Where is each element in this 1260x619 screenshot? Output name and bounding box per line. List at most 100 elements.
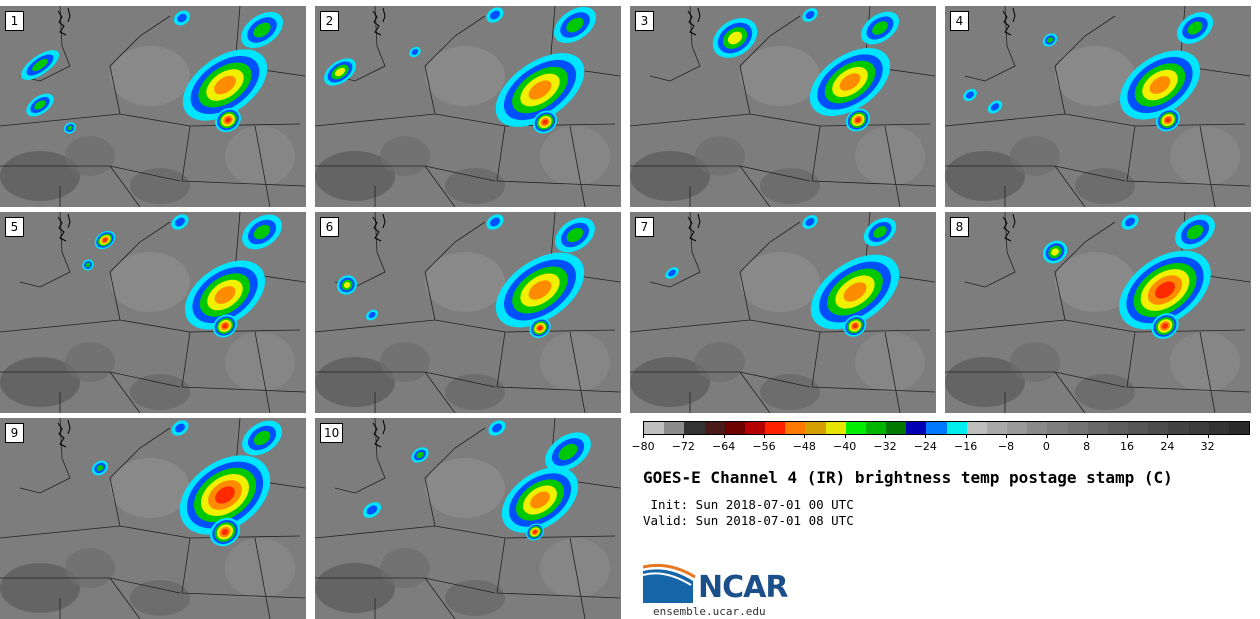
- figure-title: GOES-E Channel 4 (IR) brightness temp po…: [643, 468, 1173, 487]
- terrain-shade: [1170, 332, 1240, 392]
- ncar-logo-text: NCAR: [698, 570, 788, 605]
- panel-2: 2: [315, 6, 621, 207]
- terrain-shade: [425, 458, 505, 518]
- colorbar-segment: [704, 422, 725, 434]
- panel-label: 4: [950, 11, 969, 31]
- colorbar-segment: [1228, 422, 1250, 434]
- terrain-shade: [1010, 342, 1060, 382]
- colorbar-tick-label: −8: [997, 440, 1015, 453]
- colorbar-segment: [724, 422, 745, 434]
- panel-label: 5: [5, 217, 24, 237]
- panel-3: 3: [630, 6, 936, 207]
- colorbar-segment: [684, 422, 705, 434]
- storm-cloud: [94, 230, 116, 250]
- colorbar-tick-label: −40: [833, 440, 857, 453]
- satellite-image-5: [0, 212, 306, 413]
- storm-cloud: [545, 432, 591, 472]
- colorbar-segment: [865, 422, 887, 434]
- terrain-shade: [425, 252, 505, 312]
- colorbar-tick: [764, 434, 765, 438]
- terrain-shade: [760, 168, 820, 204]
- colorbar-tick: [1127, 434, 1128, 438]
- coastline: [687, 7, 701, 36]
- storm-cloud: [802, 8, 818, 22]
- panel-1: 1: [0, 6, 306, 207]
- storm-cloud: [860, 11, 900, 45]
- panel-label: 2: [320, 11, 339, 31]
- colorbar-tick: [925, 434, 927, 438]
- colorbar-tick: [1167, 434, 1169, 438]
- colorbar-segment: [1188, 422, 1209, 434]
- terrain-shade: [445, 168, 505, 204]
- coastline: [57, 419, 71, 448]
- panel-5: 5: [0, 212, 306, 413]
- colorbar-segment: [825, 422, 846, 434]
- panel-label: 1: [5, 11, 24, 31]
- panel-7: 7: [630, 212, 936, 413]
- terrain-shade: [1055, 46, 1135, 106]
- storm-cloud: [1175, 214, 1215, 250]
- storm-cloud: [26, 93, 54, 117]
- colorbar-segment: [986, 422, 1008, 434]
- coastline: [372, 419, 386, 448]
- site-url: ensemble.ucar.edu: [653, 605, 766, 618]
- colorbar-tick: [683, 434, 685, 438]
- coastline: [687, 213, 701, 242]
- storm-cloud: [1176, 12, 1214, 44]
- colorbar-segment: [1168, 422, 1189, 434]
- storm-cloud: [845, 108, 871, 132]
- terrain-shade: [380, 342, 430, 382]
- colorbar-tick-label: 0: [1042, 440, 1050, 453]
- storm-cloud: [963, 88, 977, 102]
- terrain-shade: [225, 332, 295, 392]
- terrain-shade: [1010, 136, 1060, 176]
- valid-time: Valid: Sun 2018-07-01 08 UTC: [643, 513, 854, 528]
- colorbar-tick-label: 16: [1120, 440, 1134, 453]
- colorbar-tick: [1207, 434, 1209, 438]
- panel-label: 6: [320, 217, 339, 237]
- terrain-shade: [425, 46, 505, 106]
- colorbar-segment: [744, 422, 766, 434]
- terrain-shade: [130, 168, 190, 204]
- storm-cloud: [91, 460, 109, 476]
- storm-cloud: [843, 315, 867, 337]
- storm-cloud: [1042, 33, 1058, 47]
- storm-cloud: [179, 455, 271, 535]
- terrain-shade: [130, 374, 190, 410]
- storm-cloud: [495, 252, 585, 328]
- terrain-shade: [225, 126, 295, 186]
- satellite-image-4: [945, 6, 1251, 207]
- terrain-shade: [380, 548, 430, 588]
- colorbar-tick-label: −16: [954, 440, 978, 453]
- storm-cloud: [182, 49, 268, 121]
- terrain-shade: [1075, 374, 1135, 410]
- panel-6: 6: [315, 212, 621, 413]
- terrain-shade: [855, 126, 925, 186]
- coastline: [372, 213, 386, 242]
- panel-label: 8: [950, 217, 969, 237]
- panel-label: 3: [635, 11, 654, 31]
- colorbar-segment: [1007, 422, 1028, 434]
- colorbar-tick: [804, 434, 806, 438]
- storm-cloud: [171, 420, 189, 436]
- terrain-shade: [130, 580, 190, 616]
- terrain-shade: [740, 46, 820, 106]
- colorbar-tick: [1086, 434, 1088, 438]
- colorbar-tick-label: −64: [712, 440, 736, 453]
- terrain-shade: [855, 332, 925, 392]
- panel-label: 7: [635, 217, 654, 237]
- storm-cloud: [486, 7, 504, 23]
- ncar-logo-icon: [643, 563, 696, 603]
- storm-cloud: [337, 275, 357, 295]
- storm-cloud: [366, 309, 378, 321]
- terrain-shade: [110, 252, 190, 312]
- terrain-shade: [65, 136, 115, 176]
- colorbar-segment: [1067, 422, 1088, 434]
- storm-cloud: [323, 58, 357, 86]
- panel-label: 10: [320, 423, 344, 443]
- coastline: [1002, 213, 1016, 242]
- colorbar-segment: [946, 422, 967, 434]
- colorbar-tick: [1046, 434, 1048, 438]
- colorbar-segment: [1107, 422, 1129, 434]
- satellite-image-2: [315, 6, 621, 207]
